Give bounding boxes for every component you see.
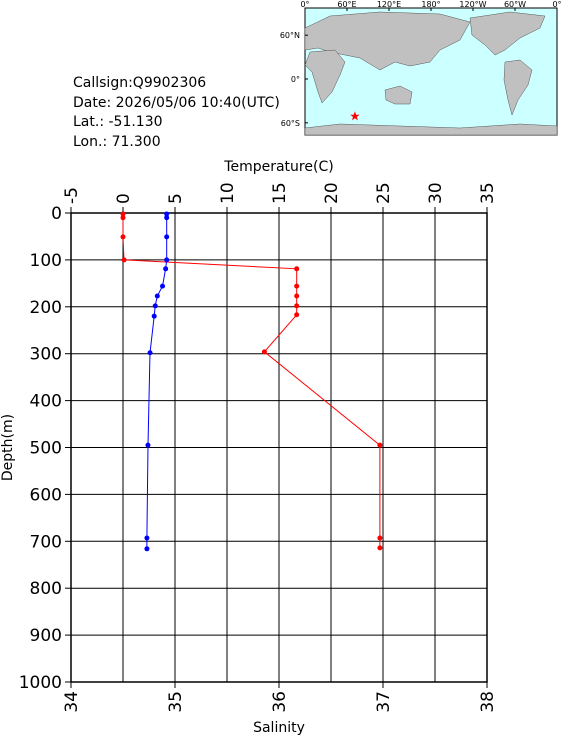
profile-point xyxy=(120,211,126,217)
y-tick-label: 1000 xyxy=(19,673,62,693)
y-axis-title: Depth(m) xyxy=(0,414,16,481)
x2-tick-label: 34 xyxy=(62,691,82,713)
map-lon-label: 0° xyxy=(552,0,561,9)
profile-point xyxy=(294,293,300,299)
map-lon-label: 120°E xyxy=(377,0,401,9)
x-tick-label: 5 xyxy=(166,193,186,204)
y-tick-label: 600 xyxy=(30,485,62,505)
x2-tick-label: 38 xyxy=(478,691,498,713)
profile-point xyxy=(261,349,267,355)
profile-point xyxy=(164,211,170,217)
map-lat-label: 60°S xyxy=(281,119,300,128)
x-tick-label: 0 xyxy=(114,193,134,204)
x-tick-label: 30 xyxy=(426,182,446,204)
map: 0° 60°E 120°E 180° 120°W 60°W 0° 60°N 0° 60°S xyxy=(280,0,562,136)
y-tick-label: 500 xyxy=(30,439,62,459)
y-tick-label: 700 xyxy=(30,532,62,552)
y-tick-label: 800 xyxy=(30,579,62,599)
y-tick-label: 300 xyxy=(30,345,62,365)
plot-frame xyxy=(70,212,488,683)
y-tick-label: 0 xyxy=(51,204,62,224)
profile-point xyxy=(120,234,126,240)
x-tick-label: 20 xyxy=(322,182,342,204)
x-axis-title: Temperature(C) xyxy=(223,159,333,175)
profile-point xyxy=(144,535,150,541)
profile-point xyxy=(377,535,383,541)
y-tick-label: 400 xyxy=(30,392,62,412)
profile-point xyxy=(294,312,300,318)
map-land xyxy=(304,11,558,136)
profile-point xyxy=(120,215,126,221)
info-line: Callsign:Q9902306 xyxy=(73,75,206,91)
profile-point xyxy=(294,303,300,309)
map-lon-label: 0° xyxy=(300,0,309,9)
profile-point xyxy=(377,545,383,551)
y-tick-label: 200 xyxy=(30,298,62,318)
profile-point xyxy=(154,293,160,299)
map-lon-label: 60°W xyxy=(504,0,526,9)
map-lon-label: 180° xyxy=(421,0,440,9)
x2-tick-label: 36 xyxy=(270,691,290,713)
x-tick-label: 10 xyxy=(218,182,238,204)
y-tick-label: 900 xyxy=(30,626,62,646)
profile-point xyxy=(294,283,300,289)
africa xyxy=(304,49,346,104)
profile-point xyxy=(294,266,300,272)
map-lat-label: 60°N xyxy=(280,31,300,40)
profile-point xyxy=(151,313,157,319)
antarctica xyxy=(304,123,558,136)
x2-tick-label: 35 xyxy=(166,691,186,713)
south-america xyxy=(503,59,533,116)
y-tick-label: 100 xyxy=(30,251,62,271)
x2-axis-title: Salinity xyxy=(253,720,305,736)
profile-point xyxy=(121,257,127,263)
profile-point xyxy=(164,257,170,263)
profile-point xyxy=(160,283,166,289)
map-lon-label: 120°W xyxy=(459,0,486,9)
profile-point xyxy=(164,234,170,240)
australia xyxy=(384,85,413,105)
x-tick-label: 15 xyxy=(270,182,290,204)
profile-point xyxy=(152,303,158,309)
profile-point xyxy=(147,350,153,356)
map-lat-label: 0° xyxy=(291,75,300,84)
x2-tick-label: 37 xyxy=(374,691,394,713)
info-line: Date: 2026/05/06 10:40(UTC) xyxy=(73,95,280,111)
x-tick-label: 35 xyxy=(478,182,498,204)
profile-point xyxy=(163,266,169,272)
info-line: Lat.: -51.130 xyxy=(73,114,163,130)
profile-point xyxy=(377,442,383,448)
north-america xyxy=(469,11,546,56)
info-block: Callsign:Q9902306 Date: 2026/05/06 10:40… xyxy=(73,75,280,150)
x-tick-label: 25 xyxy=(374,182,394,204)
info-line: Lon.: 71.300 xyxy=(73,134,161,150)
profile-point xyxy=(145,442,151,448)
profile-point xyxy=(144,546,150,552)
profile-line xyxy=(122,213,381,548)
profile-line xyxy=(146,213,168,549)
profile-point xyxy=(164,215,170,221)
x-tick-label: -5 xyxy=(62,187,82,204)
float-location xyxy=(350,111,360,121)
map-lon-label: 60°E xyxy=(337,0,356,9)
